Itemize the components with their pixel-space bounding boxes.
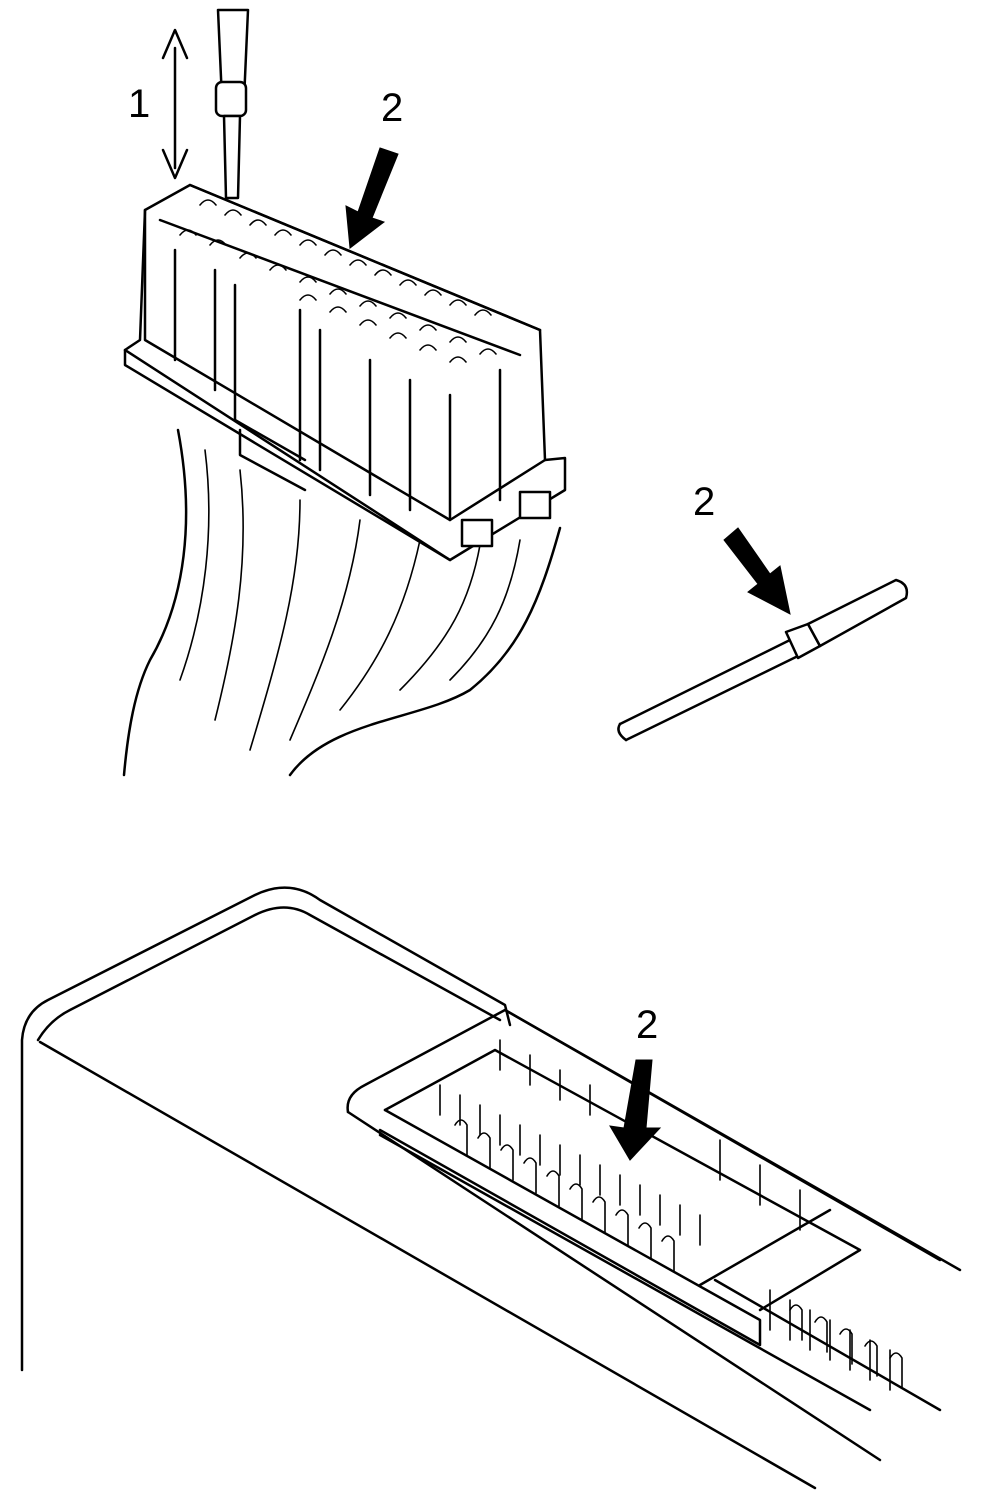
connector-assembly [122, 8, 567, 777]
callout-2-ecu: 2 [636, 1003, 659, 1047]
callout-2-connector: 2 [381, 86, 404, 130]
arrow-icon [609, 1059, 662, 1161]
callout-2-terminal: 2 [693, 480, 716, 524]
double-arrow-icon [161, 28, 189, 180]
wire-bundle [122, 428, 562, 777]
callout-1: 1 [128, 82, 151, 126]
terminal-pin [617, 578, 909, 742]
probe-tool [214, 8, 250, 200]
arrow-icon [345, 147, 399, 249]
connector-housing [123, 183, 567, 562]
ecu-pins [439, 1039, 903, 1391]
ecu-housing [20, 886, 962, 1490]
terminal-slots [179, 199, 497, 363]
arrow-icon [723, 527, 791, 615]
